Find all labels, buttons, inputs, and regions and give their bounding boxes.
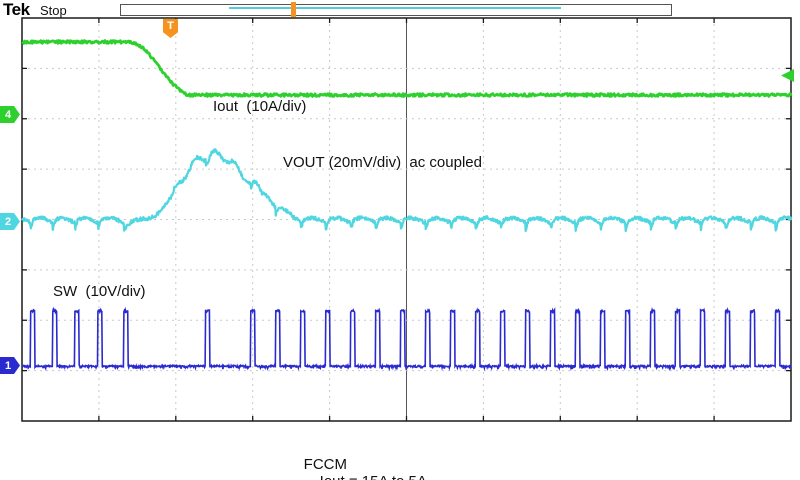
label-iout: Iout (10A/div) (213, 98, 307, 115)
channel-2-number: 2 (4, 215, 12, 228)
channel-1-number: 1 (4, 359, 12, 372)
channel-1-marker: 1 (0, 357, 20, 374)
trigger-time-flag: T (163, 19, 178, 38)
record-window-line (229, 7, 561, 9)
footer-caption: FCCM Iout = 15A to 5A 4µs/div (287, 439, 427, 480)
record-position-bar (120, 4, 672, 16)
footer-condition: Iout = 15A to 5A (320, 473, 427, 480)
trigger-position-tick (291, 2, 296, 17)
footer-mode: FCCM (303, 456, 347, 473)
tek-logo: Tek (3, 0, 30, 19)
label-vout: VOUT (20mV/div) ac coupled (283, 154, 482, 171)
channel-4-marker: 4 (0, 106, 20, 123)
label-sw: SW (10V/div) (53, 283, 146, 300)
trigger-flag-letter: T (167, 20, 174, 32)
channel-4-number: 4 (4, 108, 12, 121)
channel-2-marker: 2 (0, 213, 20, 230)
acquisition-status: Stop (40, 3, 67, 18)
